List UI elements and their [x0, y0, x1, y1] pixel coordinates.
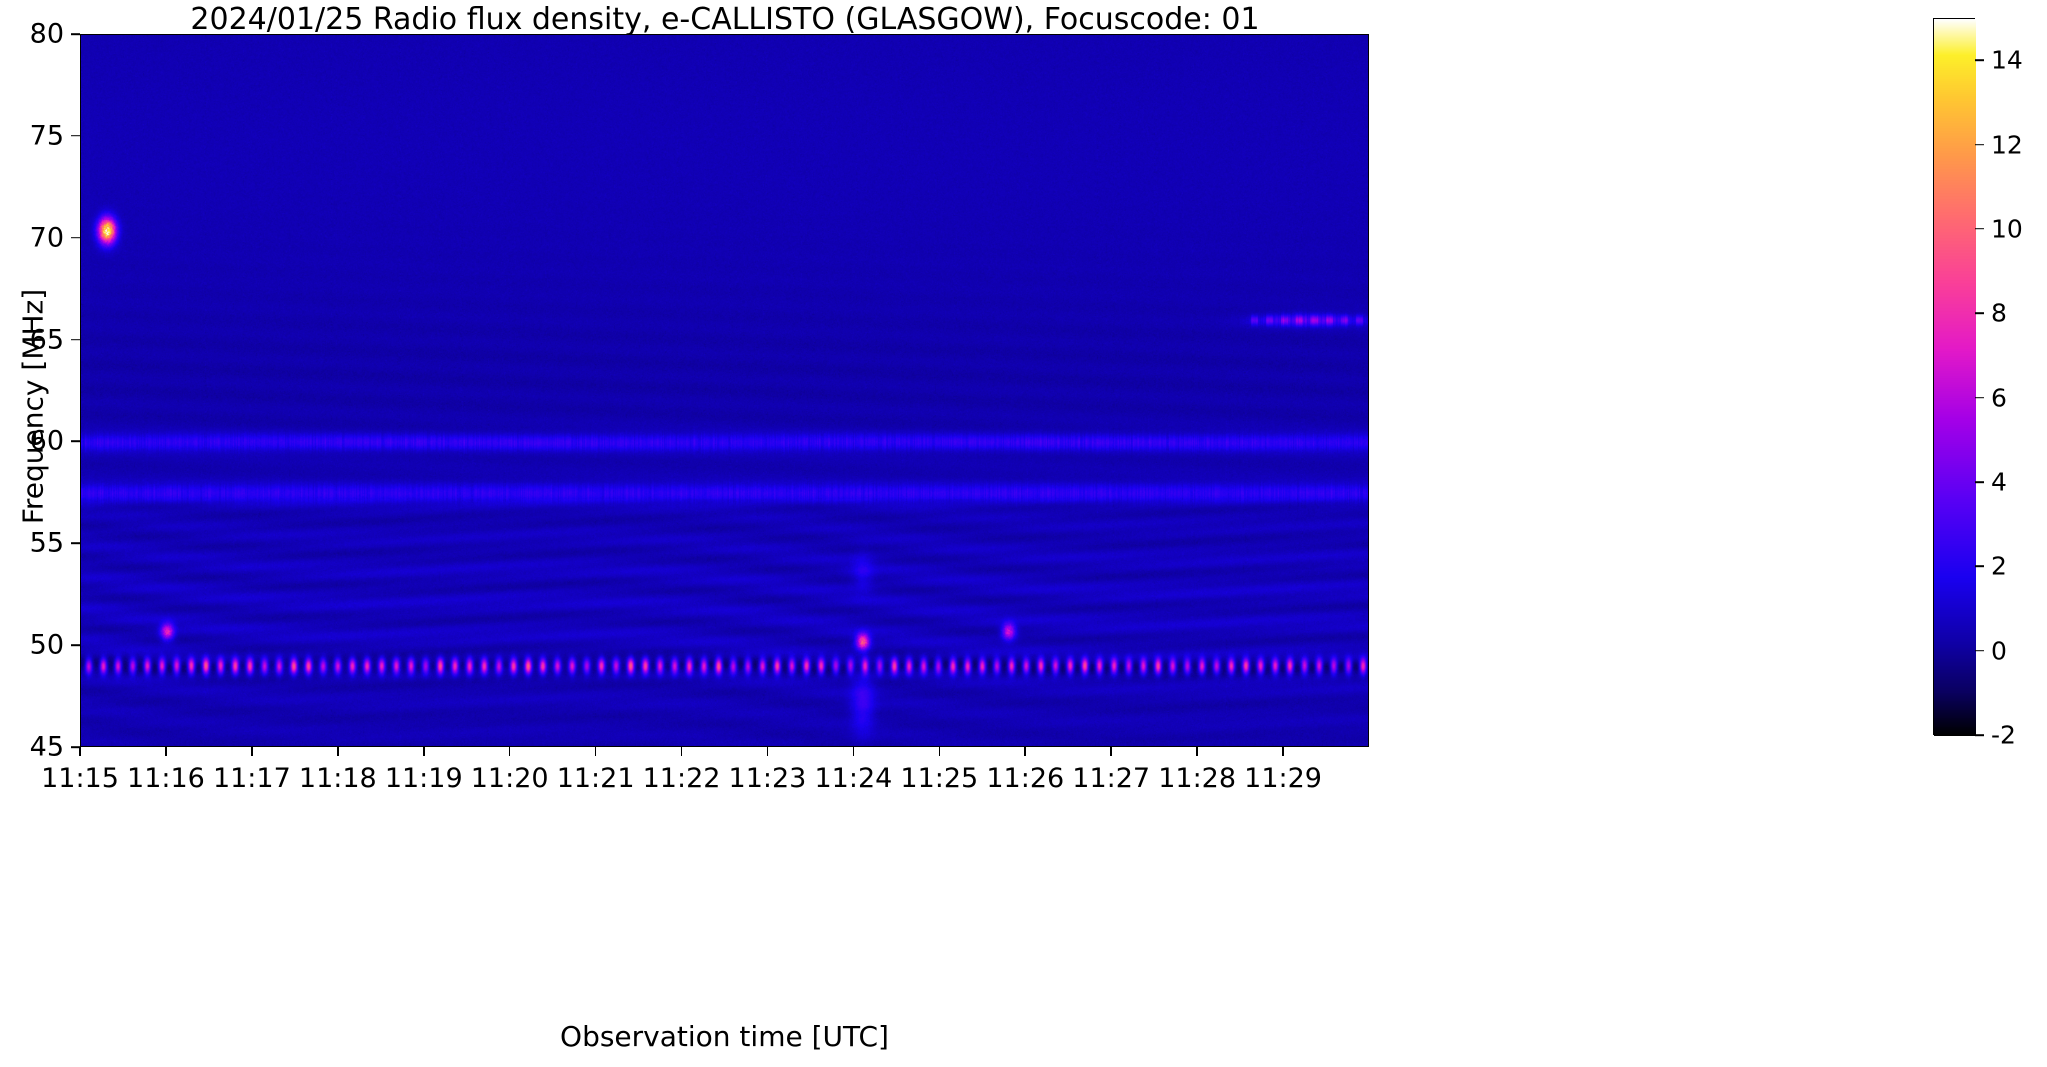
- x-tick-label: 11:26: [986, 763, 1065, 794]
- x-tick-mark: [508, 747, 511, 756]
- y-axis: 80 75 70 65 60 55 50 45: [0, 19, 80, 763]
- x-tick-mark: [852, 747, 855, 756]
- x-tick-label: 11:17: [212, 763, 291, 794]
- x-tick-label: 11:22: [642, 763, 721, 794]
- y-tick-mark: [71, 236, 80, 239]
- colorbar-tick-mark: [1975, 59, 1984, 61]
- colorbar-tick-mark: [1975, 143, 1984, 146]
- x-tick-label: 11:24: [814, 763, 893, 794]
- x-tick-label: 11:28: [1158, 763, 1237, 794]
- colorbar-tick-mark: [1975, 565, 1984, 568]
- x-tick-mark: [766, 747, 769, 756]
- y-tick-mark: [71, 746, 80, 748]
- y-tick-label: 55: [29, 527, 64, 559]
- colorbar-tick-mark: [1975, 312, 1984, 315]
- colorbar-tick-mark: [1975, 481, 1984, 483]
- spectrogram-axes: [80, 34, 1369, 747]
- x-tick-mark: [1024, 747, 1027, 756]
- x-tick-mark: [422, 747, 425, 756]
- y-tick-mark: [71, 135, 80, 137]
- colorbar-gradient: [1934, 19, 1976, 736]
- x-tick-mark: [1110, 747, 1112, 756]
- x-tick-label: 11:25: [900, 763, 979, 794]
- x-tick-mark: [938, 747, 941, 756]
- x-tick-mark: [337, 747, 339, 756]
- colorbar-tick-mark: [1975, 396, 1984, 399]
- y-axis-label: Frequency [MHz]: [16, 288, 50, 525]
- colorbar-tick-label: 12: [1991, 130, 2023, 160]
- y-tick-label: 50: [29, 629, 64, 661]
- x-tick-label: 11:23: [728, 763, 807, 794]
- spectrogram-image: [81, 35, 1368, 746]
- x-tick-mark: [1196, 747, 1198, 756]
- x-tick-label: 11:16: [127, 763, 205, 794]
- y-tick-mark: [71, 440, 80, 443]
- y-tick-mark: [71, 338, 80, 341]
- y-tick-mark: [71, 644, 80, 646]
- chart-title: 2024/01/25 Radio flux density, e-CALLIST…: [190, 2, 1260, 37]
- y-tick-label: 70: [29, 222, 64, 254]
- x-tick-label: 11:18: [298, 763, 377, 794]
- colorbar-tick-label: 8: [1991, 298, 2007, 328]
- colorbar-tick-mark: [1975, 734, 1984, 736]
- colorbar-tick-label: 0: [1991, 636, 2007, 666]
- y-tick-mark: [71, 33, 80, 35]
- x-tick-label: 11:29: [1244, 763, 1322, 794]
- colorbar-ticks: 14 12 10 8 6 4 2 0 -2: [1975, 18, 2045, 750]
- y-tick-label: 45: [29, 731, 64, 763]
- x-tick-mark: [1282, 747, 1284, 756]
- x-tick-mark: [251, 747, 253, 756]
- colorbar-tick-label: 14: [1991, 45, 2023, 75]
- x-tick-mark: [594, 747, 597, 756]
- y-tick-label: 60: [29, 425, 64, 457]
- x-tick-mark: [165, 747, 167, 756]
- colorbar-tick-mark: [1975, 649, 1984, 652]
- x-tick-label: 11:27: [1072, 763, 1151, 794]
- colorbar-tick-label: -2: [1991, 720, 2016, 750]
- y-axis-label-holder: Frequency [MHz]: [0, 0, 50, 524]
- x-axis-label: Observation time [UTC]: [560, 1020, 889, 1053]
- y-tick-label: 75: [29, 120, 64, 152]
- x-tick-label: 11:19: [384, 763, 463, 794]
- x-axis: 11:15 11:16 11:17 11:18 11:19 11:20 11:21 11:22…: [41, 747, 1369, 807]
- colorbar: [1933, 18, 1976, 736]
- x-tick-mark: [680, 747, 683, 756]
- y-tick-label: 80: [29, 18, 64, 50]
- colorbar-tick-label: 2: [1991, 551, 2007, 581]
- x-tick-label: 11:21: [556, 763, 635, 794]
- x-tick-mark: [79, 747, 81, 756]
- x-tick-label: 11:15: [41, 763, 119, 794]
- colorbar-tick-label: 10: [1991, 214, 2023, 244]
- y-tick-label: 65: [29, 324, 64, 356]
- y-tick-mark: [71, 542, 80, 545]
- colorbar-tick-label: 6: [1991, 383, 2007, 413]
- colorbar-tick-mark: [1975, 228, 1984, 230]
- colorbar-tick-label: 4: [1991, 467, 2007, 497]
- x-tick-label: 11:20: [470, 763, 549, 794]
